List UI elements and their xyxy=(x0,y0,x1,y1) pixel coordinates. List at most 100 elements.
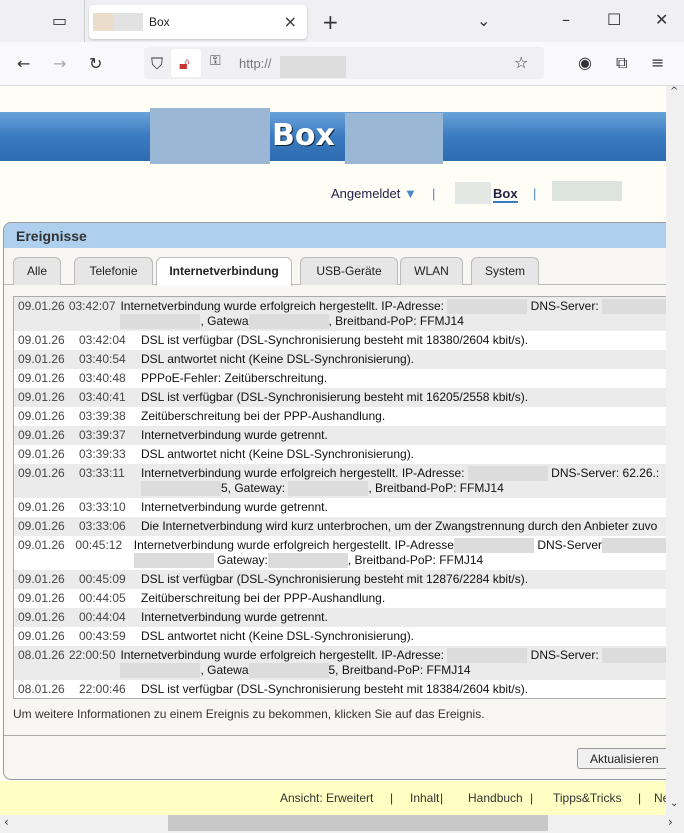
account-icon[interactable]: ◉ xyxy=(578,53,592,72)
redacted-value xyxy=(133,553,214,568)
redacted-value xyxy=(120,663,201,678)
redacted-value xyxy=(467,466,548,481)
event-date: 09.01.26 xyxy=(18,447,65,461)
event-date: 09.01.26 xyxy=(18,371,65,385)
login-status-label: Angemeldet xyxy=(331,186,401,201)
event-time: 03:40:54 xyxy=(79,352,126,366)
event-message: Zeitüberschreitung bei der PPP-Aushandlu… xyxy=(141,591,385,606)
event-date: 09.01.26 xyxy=(18,466,65,480)
menu-icon[interactable]: ≡ xyxy=(651,53,665,72)
tab-system[interactable]: System xyxy=(471,257,539,285)
tab-wlan[interactable]: WLAN xyxy=(400,257,463,285)
event-date: 09.01.26 xyxy=(18,519,65,533)
favicon xyxy=(93,13,113,31)
event-row[interactable]: 09.01.26 03:39:33 DSL antwortet nicht (Kei… xyxy=(14,445,666,464)
forward-icon[interactable]: → xyxy=(53,54,67,73)
event-message: DSL ist verfügbar (DSL-Synchronisierung … xyxy=(141,390,528,405)
events-panel: Ereignisse Alle Telefonie Internetverbindu… xyxy=(3,222,666,780)
events-table: 09.01.26 03:42:07 Internetverbindung wurde… xyxy=(13,296,666,699)
event-row[interactable]: 09.01.26 03:33:10 Internetverbindung wurde… xyxy=(14,498,666,517)
footer-link[interactable]: Ne xyxy=(654,791,666,805)
address-bar[interactable]: ⛉ 🔓︎ ⚿ http:// ☆ xyxy=(144,47,544,79)
message-text: DSL antwortet nicht (Keine DSL-Synchroni… xyxy=(141,447,415,461)
event-time: 00:43:59 xyxy=(79,629,126,643)
event-row[interactable]: 09.01.26 00:45:12 Internetverbindung wurde… xyxy=(14,536,666,570)
scroll-thumb[interactable] xyxy=(168,815,548,831)
redacted-link[interactable] xyxy=(552,181,622,201)
event-row[interactable]: 09.01.26 03:40:48 PPPoE-Fehler: Zeitübersc… xyxy=(14,369,666,388)
insecure-lock-icon[interactable]: 🔓︎ xyxy=(171,49,201,77)
close-icon[interactable]: × xyxy=(283,12,297,31)
redacted-value xyxy=(248,663,329,678)
redacted-value xyxy=(248,314,329,329)
message-text: , Gatewa xyxy=(200,314,249,328)
event-row[interactable]: 09.01.26 03:33:11 Internetverbindung wurde… xyxy=(14,464,666,498)
event-date: 09.01.26 xyxy=(18,333,65,347)
nav-box-link[interactable]: Box xyxy=(493,186,518,203)
login-status[interactable]: Angemeldet ▼ xyxy=(331,186,417,201)
horizontal-scrollbar[interactable]: ‹ › xyxy=(0,815,684,833)
event-date: 09.01.26 xyxy=(18,538,65,552)
message-text: DSL ist verfügbar (DSL-Synchronisierung … xyxy=(141,333,529,347)
tab-overview-icon[interactable]: ▭ xyxy=(52,11,68,30)
tab-usbgerte[interactable]: USB-Geräte xyxy=(300,257,398,285)
message-text: DNS-Server: 62.26.: xyxy=(547,466,660,480)
tab-telefonie[interactable]: Telefonie xyxy=(74,257,153,285)
event-row[interactable]: 09.01.26 03:33:06 Die Internetverbindung w… xyxy=(14,517,666,536)
event-message: Internetverbindung wurde erfolgreich her… xyxy=(141,466,659,496)
event-row[interactable]: 09.01.26 00:43:59 DSL antwortet nicht (Kei… xyxy=(14,627,666,646)
redacted-value xyxy=(141,481,221,496)
message-text: , Breitband-PoP: FFMJ14 xyxy=(328,314,464,328)
tab-list-icon[interactable]: ⌄ xyxy=(477,11,491,30)
browser-toolbar: ← → ↻ ⛉ 🔓︎ ⚿ http:// ☆ ◉ ⧉ ≡ xyxy=(0,42,684,86)
event-time: 00:44:04 xyxy=(79,610,126,624)
event-time: 22:00:46 xyxy=(79,682,126,696)
key-icon[interactable]: ⚿ xyxy=(210,53,221,69)
divider: | xyxy=(432,186,436,201)
minimize-icon[interactable]: – xyxy=(562,10,570,29)
tab-title: Box xyxy=(149,15,170,29)
event-row[interactable]: 09.01.26 00:44:05 Zeitüberschreitung bei d… xyxy=(14,589,666,608)
event-row[interactable]: 09.01.26 03:42:07 Internetverbindung wurde… xyxy=(14,297,666,331)
extensions-icon[interactable]: ⧉ xyxy=(616,53,628,72)
message-text: DSL ist verfügbar (DSL-Synchronisierung … xyxy=(141,390,529,404)
event-date: 09.01.26 xyxy=(18,629,65,643)
window-close-icon[interactable]: ✕ xyxy=(655,10,669,29)
redacted-text xyxy=(455,182,491,204)
footer-link[interactable]: Inhalt xyxy=(410,791,440,805)
redacted-value xyxy=(602,538,666,553)
footer-link[interactable]: Ansicht: Erweitert xyxy=(280,791,374,805)
redacted-value xyxy=(602,299,666,314)
reload-icon[interactable]: ↻ xyxy=(89,54,103,73)
refresh-button[interactable]: Aktualisieren xyxy=(577,748,666,769)
event-date: 09.01.26 xyxy=(18,572,65,586)
event-row[interactable]: 09.01.26 03:40:41 DSL ist verfügbar (DSL-S… xyxy=(14,388,666,407)
panel-title: Ereignisse xyxy=(4,223,666,248)
browser-tab[interactable]: Box × xyxy=(89,5,307,39)
event-time: 03:40:41 xyxy=(79,390,126,404)
message-text: Zeitüberschreitung bei der PPP-Aushandlu… xyxy=(141,591,386,605)
footer-link[interactable]: Tipps&Tricks xyxy=(553,791,622,805)
event-message: DSL antwortet nicht (Keine DSL-Synchroni… xyxy=(141,629,414,644)
back-icon[interactable]: ← xyxy=(17,54,31,73)
vertical-scrollbar[interactable]: ^ ⌄ xyxy=(666,86,684,815)
event-row[interactable]: 08.01.26 22:00:50 Internetverbindung wurde… xyxy=(14,646,666,680)
event-row[interactable]: 08.01.26 22:00:46 DSL ist verfügbar (DSL-S… xyxy=(14,680,666,698)
star-icon[interactable]: ☆ xyxy=(514,53,529,72)
tab-internetverbindung[interactable]: Internetverbindung xyxy=(156,257,292,286)
maximize-icon[interactable]: ☐ xyxy=(607,10,622,29)
message-text: DSL ist verfügbar (DSL-Synchronisierung … xyxy=(141,682,529,696)
footer-link[interactable]: Handbuch xyxy=(468,791,523,805)
event-row[interactable]: 09.01.26 03:39:38 Zeitüberschreitung bei d… xyxy=(14,407,666,426)
event-row[interactable]: 09.01.26 03:39:37 Internetverbindung wurde… xyxy=(14,426,666,445)
event-row[interactable]: 09.01.26 00:44:04 Internetverbindung wurde… xyxy=(14,608,666,627)
event-row[interactable]: 09.01.26 00:45:09 DSL ist verfügbar (DSL-S… xyxy=(14,570,666,589)
new-tab-icon[interactable]: + xyxy=(322,10,339,34)
event-date: 09.01.26 xyxy=(18,352,65,366)
tab-alle[interactable]: Alle xyxy=(13,257,61,285)
event-row[interactable]: 09.01.26 03:42:04 DSL ist verfügbar (DSL-S… xyxy=(14,331,666,350)
url-text[interactable]: http:// xyxy=(239,56,272,71)
event-row[interactable]: 09.01.26 03:40:54 DSL antwortet nicht (Kei… xyxy=(14,350,666,369)
shield-icon[interactable]: ⛉ xyxy=(151,54,164,73)
event-date: 09.01.26 xyxy=(18,409,65,423)
